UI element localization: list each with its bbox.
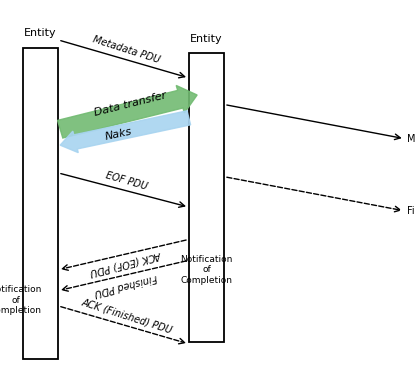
Text: Naks: Naks bbox=[104, 126, 133, 141]
Text: Notification
of
Completion: Notification of Completion bbox=[181, 255, 233, 285]
FancyArrow shape bbox=[58, 86, 197, 138]
Text: Notification
of
Completion: Notification of Completion bbox=[0, 285, 42, 315]
Text: Metada: Metada bbox=[407, 134, 415, 144]
Text: ACK (EOF) PDU: ACK (EOF) PDU bbox=[89, 250, 163, 278]
Text: Metadata PDU: Metadata PDU bbox=[92, 35, 161, 65]
Bar bbox=[23, 48, 58, 359]
Bar bbox=[189, 53, 224, 342]
Text: Entity: Entity bbox=[190, 34, 223, 44]
Text: Entity: Entity bbox=[24, 28, 57, 38]
FancyArrow shape bbox=[60, 111, 190, 153]
Text: File-Se: File-Se bbox=[407, 206, 415, 216]
Text: ACK (Finished) PDU: ACK (Finished) PDU bbox=[80, 297, 173, 335]
Text: Data transfer: Data transfer bbox=[93, 91, 168, 118]
Text: EOF PDU: EOF PDU bbox=[104, 170, 148, 192]
Text: Finished PDU: Finished PDU bbox=[94, 272, 159, 298]
